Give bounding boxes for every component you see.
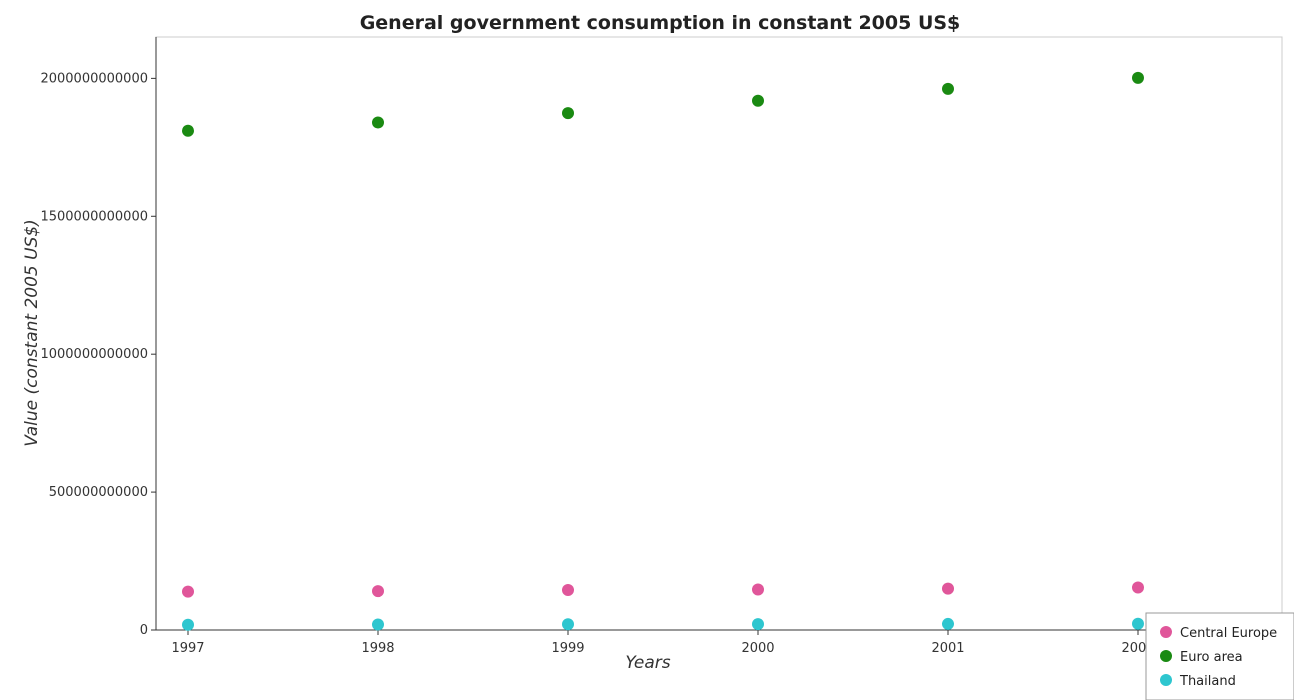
point-euro-area-2000 [752,94,764,107]
point-central-europe-2001 [942,582,954,595]
chart-title: General government consumption in consta… [360,12,961,34]
y-tick-label: 1000000000000 [40,347,148,362]
y-tick-label: 500000000000 [49,485,148,500]
point-thailand-2000 [752,618,764,631]
point-euro-area-1998 [372,116,384,129]
point-central-europe-2000 [752,583,764,596]
legend-marker-central-europe [1160,626,1172,638]
x-tick-label: 1999 [551,641,584,656]
y-tick-label: 2000000000000 [40,71,148,86]
legend: Central Europe Euro area Thailand [1145,612,1294,700]
y-tick-label: 0 [140,623,148,638]
point-euro-area-1997 [182,124,194,137]
point-central-europe-2002 [1132,581,1144,594]
point-euro-area-2001 [942,82,954,95]
legend-label-thailand: Thailand [1179,674,1236,689]
x-tick-label: 1998 [361,641,394,656]
point-thailand-2002 [1132,617,1144,630]
legend-label-euro-area: Euro area [1180,650,1243,665]
point-thailand-1998 [372,618,384,631]
point-central-europe-1998 [372,585,384,598]
y-axis-label: Value (constant 2005 US$) [22,219,42,447]
point-central-europe-1997 [182,585,194,598]
x-axis-label: Years [625,653,670,673]
point-thailand-1999 [562,618,574,631]
legend-label-central-europe: Central Europe [1180,626,1277,641]
data-points [182,71,1144,631]
x-tick-label: 2000 [741,641,774,656]
y-ticks: 0 500000000000 1000000000000 1500000000000 2… [40,71,156,638]
x-tick-label: 1997 [171,641,204,656]
point-euro-area-1999 [562,107,574,120]
legend-marker-thailand [1160,674,1172,686]
legend-marker-euro-area [1160,650,1172,662]
point-central-europe-1999 [562,584,574,597]
point-thailand-2001 [942,617,954,630]
plot-area [155,36,1283,631]
point-thailand-1997 [182,618,194,631]
point-euro-area-2002 [1132,71,1144,84]
y-tick-label: 1500000000000 [40,209,148,224]
x-tick-label: 2001 [931,641,964,656]
